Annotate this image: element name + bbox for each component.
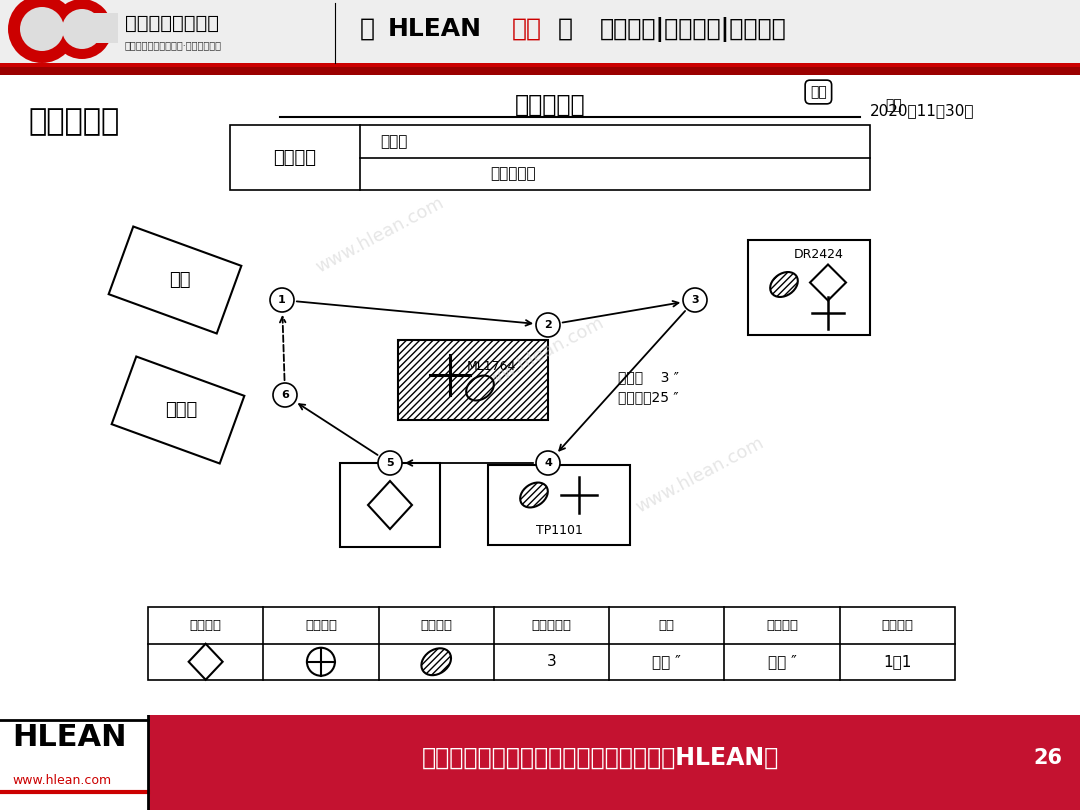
Polygon shape bbox=[189, 644, 222, 680]
Text: 手作业    3 ″: 手作业 3 ″ bbox=[618, 370, 679, 384]
Circle shape bbox=[62, 9, 102, 49]
Circle shape bbox=[52, 0, 112, 59]
Text: ３０ ″: ３０ ″ bbox=[768, 654, 797, 669]
Text: 】: 】 bbox=[558, 17, 573, 41]
Bar bbox=[87, 13, 118, 43]
Ellipse shape bbox=[521, 483, 548, 507]
Text: 取原料: 取原料 bbox=[380, 134, 407, 149]
Text: 作业内容: 作业内容 bbox=[273, 148, 316, 167]
Text: 循环时间: 循环时间 bbox=[766, 619, 798, 632]
Text: 安全注意: 安全注意 bbox=[305, 619, 337, 632]
Bar bbox=[0, 63, 1080, 67]
Bar bbox=[230, 125, 870, 190]
Circle shape bbox=[21, 7, 64, 51]
Text: www.hlean.com: www.hlean.com bbox=[313, 194, 447, 276]
Text: 【: 【 bbox=[360, 17, 375, 41]
Text: ３０ ″: ３０ ″ bbox=[652, 654, 681, 669]
Text: 分解编号: 分解编号 bbox=[881, 619, 914, 632]
Ellipse shape bbox=[770, 272, 798, 297]
Text: 6: 6 bbox=[281, 390, 289, 400]
Circle shape bbox=[683, 288, 707, 312]
Text: 1／1: 1／1 bbox=[883, 654, 912, 669]
Polygon shape bbox=[109, 227, 241, 334]
Text: TP1101: TP1101 bbox=[536, 523, 582, 536]
Text: 5: 5 bbox=[387, 458, 394, 468]
Bar bbox=[340, 463, 440, 547]
Text: www.hlean.com: www.hlean.com bbox=[633, 433, 767, 517]
Circle shape bbox=[8, 0, 76, 63]
Bar bbox=[148, 715, 1080, 810]
Bar bbox=[488, 465, 630, 545]
Circle shape bbox=[378, 451, 402, 475]
Text: 标准手工数: 标准手工数 bbox=[531, 619, 571, 632]
Text: 2: 2 bbox=[544, 320, 552, 330]
Text: 做行业标杆，找精弘益；要幸福高效，用HLEAN！: 做行业标杆，找精弘益；要幸福高效，用HLEAN！ bbox=[421, 746, 779, 770]
Text: 学堂: 学堂 bbox=[512, 17, 542, 41]
Bar bbox=[148, 607, 955, 680]
Text: 4: 4 bbox=[544, 458, 552, 468]
Text: 3: 3 bbox=[546, 654, 556, 669]
Text: HLEAN: HLEAN bbox=[12, 723, 126, 752]
Polygon shape bbox=[810, 265, 846, 301]
Text: 26: 26 bbox=[1034, 748, 1063, 768]
Text: 节拍: 节拍 bbox=[659, 619, 675, 632]
Circle shape bbox=[536, 451, 561, 475]
Text: 中国先进精益管理体系·智能制造系统: 中国先进精益管理体系·智能制造系统 bbox=[125, 40, 222, 50]
Polygon shape bbox=[368, 481, 411, 529]
Text: ML1764: ML1764 bbox=[467, 360, 515, 373]
Circle shape bbox=[273, 383, 297, 407]
Bar bbox=[399, 340, 548, 420]
Text: 精益生产促进中心: 精益生产促进中心 bbox=[125, 14, 219, 32]
Text: 1: 1 bbox=[279, 295, 286, 305]
Text: 放置完成品: 放置完成品 bbox=[490, 166, 536, 181]
Text: 原料: 原料 bbox=[170, 271, 191, 289]
Text: 精益生产|智能制造|管理前沿: 精益生产|智能制造|管理前沿 bbox=[600, 16, 786, 41]
Bar bbox=[0, 67, 1080, 75]
Ellipse shape bbox=[421, 648, 451, 676]
Circle shape bbox=[270, 288, 294, 312]
Text: www.hlean.com: www.hlean.com bbox=[12, 774, 111, 787]
Text: HLEAN: HLEAN bbox=[388, 17, 482, 41]
Text: 自动运送25 ″: 自动运送25 ″ bbox=[618, 390, 678, 404]
Text: www.hlean.com: www.hlean.com bbox=[473, 313, 607, 396]
Circle shape bbox=[536, 313, 561, 337]
Text: 标准手工: 标准手工 bbox=[420, 619, 453, 632]
Bar bbox=[748, 240, 870, 335]
Text: 改正: 改正 bbox=[885, 98, 902, 112]
Circle shape bbox=[307, 648, 335, 676]
Polygon shape bbox=[111, 356, 244, 463]
Text: 作成: 作成 bbox=[810, 85, 827, 99]
Text: 标准作业票: 标准作业票 bbox=[28, 107, 119, 136]
Ellipse shape bbox=[467, 376, 494, 400]
Bar bbox=[0, 715, 148, 810]
Text: 品质检测: 品质检测 bbox=[190, 619, 221, 632]
Text: 标准作业票: 标准作业票 bbox=[515, 93, 585, 117]
Text: 2020年11月30日: 2020年11月30日 bbox=[870, 103, 974, 118]
Text: 完成品: 完成品 bbox=[165, 401, 198, 419]
Text: 3: 3 bbox=[691, 295, 699, 305]
Text: DR2424: DR2424 bbox=[794, 249, 843, 262]
